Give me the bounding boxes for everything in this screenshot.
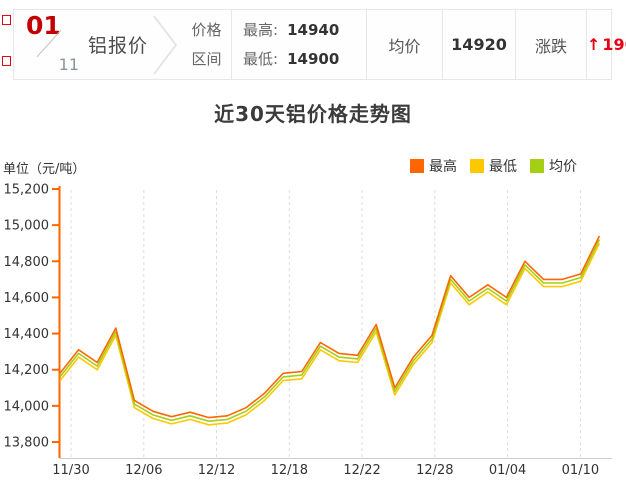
broken-image-icon [2, 56, 11, 66]
x-axis-label: 01/10 [562, 463, 599, 478]
legend-item-avg[interactable]: 均价 [530, 156, 577, 176]
change-value-cell: ↑190 [587, 10, 626, 79]
chart-title: 近30天铝价格走势图 [214, 102, 412, 126]
divider [442, 10, 444, 79]
chevron-right-icon [148, 10, 182, 79]
x-axis-label: 12/12 [198, 463, 235, 478]
divider [231, 10, 233, 79]
axis-unit-label: 单位（元/吨） [3, 162, 86, 177]
low-value: 14900 [287, 49, 340, 68]
date-badge: 01 11 [25, 10, 79, 79]
product-name-link[interactable]: 铝报价 [88, 35, 149, 57]
low-label: 最低: [243, 49, 279, 68]
x-axis-label: 01/04 [489, 463, 526, 478]
x-axis-label: 12/28 [416, 463, 453, 478]
price-range-label: 价格 区间 [191, 20, 222, 68]
series-line-均价 [59, 239, 601, 423]
y-axis-label: 14,000 [4, 399, 50, 414]
legend-label-high: 最高 [429, 159, 457, 175]
legend-label-low: 最低 [489, 159, 517, 175]
low-row: 最低: 14900 [243, 45, 339, 74]
date-month: 01 [26, 11, 61, 40]
broken-image-icon [2, 15, 11, 25]
divider [366, 10, 368, 79]
y-axis-label: 15,000 [4, 219, 50, 234]
change-value: 190 [602, 35, 626, 54]
change-label: 涨跌 [535, 36, 568, 56]
y-axis-label: 14,200 [4, 363, 50, 378]
x-axis-label: 12/06 [125, 463, 162, 478]
up-arrow-icon: ↑ [587, 35, 601, 54]
price-trend-chart: 11/30 12/06 12/12 12/18 12/22 12/28 01/04 01/10… [4, 183, 612, 478]
legend-item-high[interactable]: 最高 [410, 156, 457, 176]
high-value: 14940 [287, 20, 340, 39]
x-axis-label: 12/22 [343, 463, 380, 478]
y-axis-label: 14,800 [4, 255, 50, 270]
date-day: 11 [58, 55, 79, 74]
avg-label: 均价 [388, 36, 421, 56]
quote-header-bar: 01 11 铝报价 价格 区间 最高: 14940 最低: 14900 均价 149… [13, 9, 626, 80]
y-axis-label: 15,200 [4, 183, 50, 198]
legend-swatch-avg [530, 159, 544, 173]
y-axis-label: 14,400 [4, 327, 50, 342]
y-axis-label: 13,800 [4, 436, 50, 451]
chart-legend: 最高 最低 均价 [410, 156, 577, 176]
avg-value: 14920 [451, 35, 507, 54]
series-line-最高 [59, 235, 601, 419]
high-row: 最高: 14940 [243, 16, 339, 45]
legend-swatch-high [410, 159, 424, 173]
high-label: 最高: [243, 20, 279, 39]
divider [515, 10, 517, 79]
series-line-最低 [59, 242, 601, 426]
x-axis-label: 12/18 [271, 463, 308, 478]
legend-swatch-low [470, 159, 484, 173]
divider [586, 10, 588, 79]
high-low-cell: 最高: 14940 最低: 14900 [232, 10, 366, 79]
x-axis-label: 11/30 [52, 463, 89, 478]
legend-item-low[interactable]: 最低 [470, 156, 517, 176]
y-axis-label: 14,600 [4, 291, 50, 306]
legend-label-avg: 均价 [549, 159, 577, 175]
